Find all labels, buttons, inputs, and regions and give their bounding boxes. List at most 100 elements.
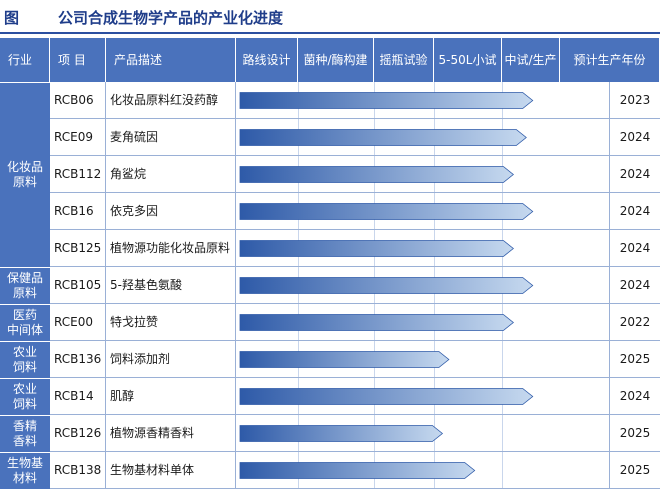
description-cell-text: 植物源功能化妆品原料 <box>110 241 231 255</box>
table-row: RCB06 化妆品原料红没药醇 2023 <box>50 82 660 119</box>
table-row: RCB14 肌醇 2024 <box>50 378 660 415</box>
table-row: RCB138 生物基材料单体 2025 <box>50 452 660 489</box>
project-cell-text: RCB06 <box>54 93 94 107</box>
description-cell: 化妆品原料红没药醇 <box>106 82 236 119</box>
project-cell: RCE09 <box>50 119 106 156</box>
progress-arrow-shape <box>239 425 444 442</box>
progress-arrow <box>239 129 527 146</box>
description-cell-text: 麦角硫因 <box>110 130 159 144</box>
description-cell: 生物基材料单体 <box>106 452 236 489</box>
progress-arrow <box>239 203 534 220</box>
year-cell-text: 2024 <box>619 130 651 144</box>
progress-arrow <box>239 425 444 442</box>
table-row: RCE09 麦角硫因 2024 <box>50 119 660 156</box>
project-cell: RCB125 <box>50 230 106 267</box>
progress-arrow <box>239 462 476 479</box>
description-cell: 麦角硫因 <box>106 119 236 156</box>
progress-cell <box>236 378 610 415</box>
progress-cell <box>236 415 610 452</box>
industry-label: 化妆品 原料 <box>6 160 43 189</box>
progress-arrow <box>239 277 534 294</box>
project-cell-text: RCB16 <box>54 204 94 218</box>
description-cell-text: 特戈拉赞 <box>110 315 159 329</box>
description-cell: 植物源香精香料 <box>106 415 236 452</box>
industry-cell: 香精 香料 <box>0 415 50 452</box>
industry-cell: 化妆品 原料 <box>0 82 50 267</box>
year-cell: 2022 <box>610 304 660 341</box>
progress-arrow-shape <box>239 462 476 479</box>
progress-cell <box>236 193 610 230</box>
figure-title: 公司合成生物学产品的产业化进度 <box>58 9 284 27</box>
project-cell: RCB105 <box>50 267 106 304</box>
project-cell-text: RCB125 <box>54 241 102 255</box>
figure-label: 图 <box>4 9 20 27</box>
header-stage-shake-flask: 摇瓶试验 <box>374 38 434 82</box>
table-row: RCB126 植物源香精香料 2025 <box>50 415 660 452</box>
year-cell: 2023 <box>610 82 660 119</box>
table-row: RCB125 植物源功能化妆品原料 2024 <box>50 230 660 267</box>
industry-cell: 生物基 材料 <box>0 452 50 489</box>
progress-arrow-shape <box>239 314 514 331</box>
project-cell: RCB126 <box>50 415 106 452</box>
project-cell: RCB14 <box>50 378 106 415</box>
year-cell: 2024 <box>610 119 660 156</box>
industry-cell: 农业 饲料 <box>0 341 50 378</box>
project-cell: RCE00 <box>50 304 106 341</box>
year-cell-text: 2024 <box>619 278 651 292</box>
description-cell: 依克多因 <box>106 193 236 230</box>
year-cell: 2025 <box>610 452 660 489</box>
project-cell-text: RCB136 <box>54 352 102 366</box>
project-cell-text: RCB14 <box>54 389 94 403</box>
progress-arrow <box>239 240 514 257</box>
description-cell-text: 植物源香精香料 <box>110 426 195 440</box>
progress-arrow-shape <box>239 388 534 405</box>
year-cell: 2024 <box>610 378 660 415</box>
description-cell-text: 角鲨烷 <box>110 167 147 181</box>
progress-arrow <box>239 166 514 183</box>
industry-label: 保健品 原料 <box>6 271 43 300</box>
year-cell-text: 2022 <box>619 315 651 329</box>
progress-arrow-shape <box>239 203 534 220</box>
progress-arrow-shape <box>239 277 534 294</box>
description-cell: 5-羟基色氨酸 <box>106 267 236 304</box>
project-cell-text: RCE09 <box>54 130 93 144</box>
industry-label: 香精 香料 <box>12 419 37 448</box>
progress-cell <box>236 230 610 267</box>
year-cell-text: 2024 <box>619 241 651 255</box>
description-cell-text: 生物基材料单体 <box>110 463 195 477</box>
year-cell: 2025 <box>610 415 660 452</box>
progress-arrow <box>239 92 534 109</box>
title-bar: 图 公司合成生物学产品的产业化进度 <box>0 0 660 34</box>
description-cell-text: 肌醇 <box>110 389 135 403</box>
industry-cell: 保健品 原料 <box>0 267 50 304</box>
header-stage-strain-construction: 菌种/酶构建 <box>298 38 374 82</box>
header-stage-pilot-production: 中试/生产 <box>502 38 560 82</box>
progress-arrow-shape <box>239 129 527 146</box>
description-cell-text: 化妆品原料红没药醇 <box>110 93 219 107</box>
table-row: RCB136 饲料添加剂 2025 <box>50 341 660 378</box>
project-cell-text: RCE00 <box>54 315 93 329</box>
year-cell-text: 2025 <box>619 426 651 440</box>
header-industry: 行业 <box>0 38 50 82</box>
progress-cell <box>236 304 610 341</box>
description-cell: 角鲨烷 <box>106 156 236 193</box>
year-cell: 2024 <box>610 156 660 193</box>
progress-arrow <box>239 314 514 331</box>
progress-cell <box>236 119 610 156</box>
project-cell-text: RCB112 <box>54 167 102 181</box>
project-cell-text: RCB126 <box>54 426 102 440</box>
year-cell: 2024 <box>610 193 660 230</box>
project-cell: RCB112 <box>50 156 106 193</box>
project-cell: RCB06 <box>50 82 106 119</box>
description-cell-text: 依克多因 <box>110 204 159 218</box>
progress-arrow-shape <box>239 166 514 183</box>
header-stage-route-design: 路线设计 <box>236 38 298 82</box>
year-cell-text: 2025 <box>619 463 651 477</box>
table-row: RCB16 依克多因 2024 <box>50 193 660 230</box>
year-cell: 2025 <box>610 341 660 378</box>
industry-label: 农业 饲料 <box>12 382 37 411</box>
year-cell-text: 2024 <box>619 167 651 181</box>
year-cell-text: 2024 <box>619 389 651 403</box>
header-stage-small-trial: 5-50L小试 <box>434 38 502 82</box>
description-cell: 肌醇 <box>106 378 236 415</box>
